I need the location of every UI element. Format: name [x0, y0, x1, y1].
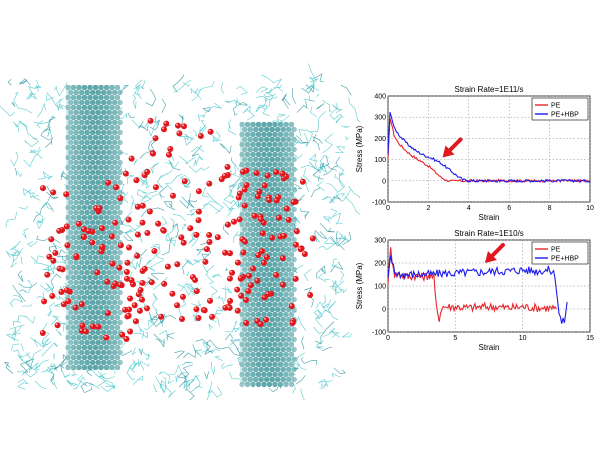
chart0-x-tick-label: 0: [386, 205, 390, 212]
chart1-series-line-0: [387, 247, 557, 322]
chart1-y-tick-label: -100: [372, 330, 386, 337]
chart0-x-tick-label: 10: [586, 205, 594, 212]
chart0-x-axis-label: Strain: [479, 213, 500, 222]
chart0-y-axis-label: Stress (MPa): [355, 125, 364, 172]
chart1-series-line-1: [387, 255, 568, 324]
carbon-nanotube-left: [65, 84, 123, 371]
chart-svg-1e10: Strain Rate=1E10/s0 5 10 15-1000100200300St…: [355, 229, 594, 352]
chart-svg-1e11: Strain Rate=1E11/s0 2 4 6 8 10-10001002003004…: [355, 85, 594, 222]
chart1-legend-label-1: PE+HBP: [551, 256, 579, 263]
chart1-y-tick-label: 200: [374, 261, 386, 268]
chart1-y-tick-label: 300: [374, 238, 386, 245]
chart1-x-tick-label: 10: [519, 335, 527, 342]
oxygen-atoms: [39, 117, 316, 342]
chart0-x-tick-label: 8: [548, 205, 552, 212]
chart0-series-line-1: [387, 111, 591, 183]
chart1-legend-label-0: PE: [551, 247, 561, 254]
chart1-title: Strain Rate=1E10/s: [454, 229, 524, 238]
chart1-annotation-arrow: [484, 243, 505, 263]
chart0-y-tick-label: 300: [374, 115, 386, 122]
chart0-title: Strain Rate=1E11/s: [454, 85, 523, 94]
chart0-x-tick-label: 6: [507, 205, 511, 212]
chart0-x-tick-label: 2: [426, 205, 430, 212]
chart1-x-axis-label: Strain: [479, 343, 500, 352]
chart0-y-tick-label: 100: [374, 157, 386, 164]
chart0-y-tick-label: 0: [382, 178, 386, 185]
chart0-x-tick-label: 4: [467, 205, 471, 212]
stress-strain-chart-1e11: Strain Rate=1E11/s 0 2 4 6 8 10 -100 0 100 200 300 4…: [355, 78, 600, 222]
chart1-y-tick-label: 100: [374, 284, 386, 291]
stress-strain-chart-1e10: Strain Rate=1E10/s 0 5 10 15 -100 0 100 200 300 St…: [355, 226, 600, 356]
chart1-y-tick-label: 0: [382, 307, 386, 314]
chart0-legend-label-0: PE: [551, 103, 561, 110]
chart0-y-tick-label: 200: [374, 136, 386, 143]
chart1-x-tick-label: 15: [586, 335, 594, 342]
chart1-y-axis-label: Stress (MPa): [355, 262, 364, 309]
chart1-x-tick-label: 0: [386, 335, 390, 342]
chart0-legend-label-1: PE+HBP: [551, 112, 579, 119]
chart1-x-tick-label: 5: [453, 335, 457, 342]
chart0-y-tick-label: 400: [374, 94, 386, 101]
molecular-dynamics-snapshot: [0, 63, 360, 400]
polymer-chains: [0, 63, 360, 400]
chart0-y-tick-label: -100: [372, 200, 386, 207]
chart0-annotation-arrow: [442, 137, 463, 158]
carbon-nanotube-right: [239, 121, 297, 388]
